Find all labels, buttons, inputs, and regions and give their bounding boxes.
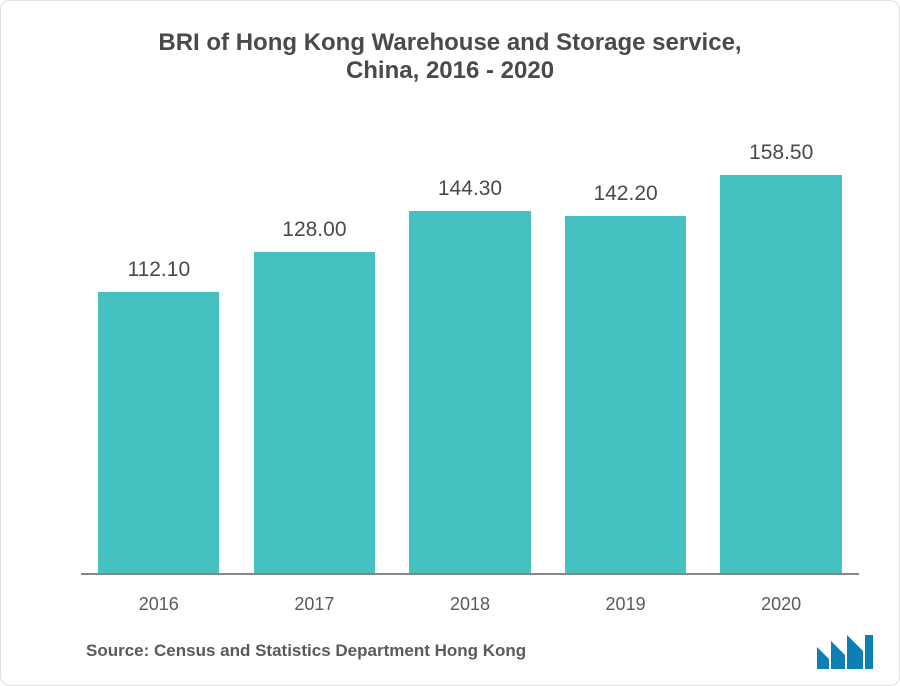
bar-slot: 142.20 (548, 121, 704, 573)
bar-slot: 158.50 (703, 121, 859, 573)
bar-rect (565, 216, 686, 573)
bar-value-label: 128.00 (282, 218, 346, 242)
bar-rect (254, 252, 375, 573)
x-axis-label: 2018 (392, 594, 548, 615)
chart-title: BRI of Hong Kong Warehouse and Storage s… (1, 1, 899, 93)
bar-slot: 112.10 (81, 121, 237, 573)
x-axis-labels: 20162017201820192020 (81, 594, 859, 615)
bar-value-label: 144.30 (438, 177, 502, 201)
x-axis-label: 2016 (81, 594, 237, 615)
bar-rect (98, 292, 219, 573)
chart-title-line1: BRI of Hong Kong Warehouse and Storage s… (1, 29, 899, 57)
x-axis-label: 2017 (237, 594, 393, 615)
bar-slot: 128.00 (237, 121, 393, 573)
bar-rect (720, 175, 841, 573)
chart-title-line2: China, 2016 - 2020 (1, 57, 899, 85)
bar-slot: 144.30 (392, 121, 548, 573)
x-axis-label: 2020 (703, 594, 859, 615)
chart-plot-area: 112.10 128.00 144.30 142.20 158.50 (81, 121, 859, 575)
mi-logo-icon (815, 631, 875, 671)
bars-container: 112.10 128.00 144.30 142.20 158.50 (81, 121, 859, 573)
bar-rect (409, 211, 530, 573)
source-caption: Source: Census and Statistics Department… (86, 641, 526, 661)
bar-value-label: 142.20 (593, 182, 657, 206)
bar-value-label: 112.10 (127, 258, 190, 282)
bar-value-label: 158.50 (749, 141, 813, 165)
x-axis-label: 2019 (548, 594, 704, 615)
